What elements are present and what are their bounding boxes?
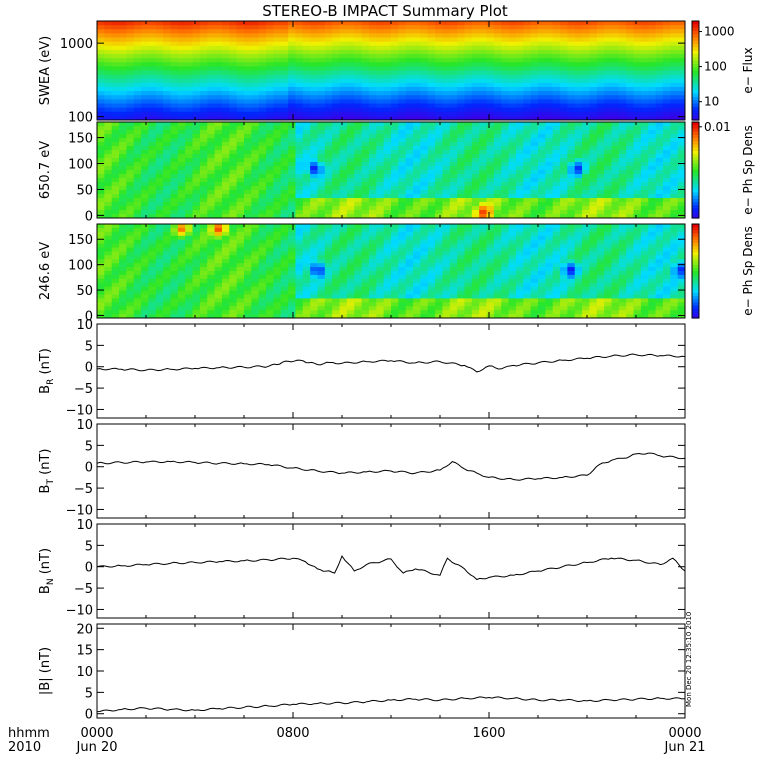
panel-bt: −10 −5 0 5 10 BT (nT) <box>38 418 686 519</box>
y-tick-label: −5 <box>74 582 93 597</box>
y-tick-label: 10 <box>76 665 93 680</box>
panel-frame <box>96 623 686 719</box>
colorbar-tick-label: 1000 <box>704 25 735 39</box>
y-axis-label: BT (nT) <box>38 449 56 494</box>
colorbar-label: e− Flux <box>741 47 755 93</box>
y-tick-label: 100 <box>68 259 93 274</box>
y-tick-label: 10 <box>76 418 93 433</box>
y-tick-label: 20 <box>76 622 93 637</box>
y-axis-label: 246.6 eV <box>38 242 53 300</box>
colorbar-frame <box>691 223 700 319</box>
y-tick-label: 10 <box>76 518 93 533</box>
spectrogram-swea <box>97 21 685 120</box>
y-tick-label: 10 <box>76 318 93 333</box>
x-row-label-year: 2010 <box>8 740 41 755</box>
panel-pad650: 0.01 e− Ph Sp Dens 0 50 100 150 650.7 eV <box>38 120 755 225</box>
y-tick-label: 5 <box>85 439 93 454</box>
x-tick-label: 0000 <box>80 726 113 741</box>
y-tick-label: 5 <box>85 339 93 354</box>
y-tick-label: −10 <box>66 403 93 418</box>
x-tick-label: 1600 <box>472 726 505 741</box>
series-line-br <box>97 353 685 373</box>
colorbar-frame <box>691 121 700 219</box>
y-tick-label: −10 <box>66 503 93 518</box>
y-tick-label: 0 <box>85 461 93 476</box>
y-tick-label: 0 <box>85 708 93 723</box>
y-axis-label: |B| (nT) <box>38 647 53 695</box>
series-line-bn <box>97 554 685 581</box>
y-tick-label: 100 <box>68 158 93 173</box>
colorbar-tick-label: 0.01 <box>704 120 731 134</box>
series-line-bmag <box>97 696 685 713</box>
timestamp-stamp: Mon Dec 20 12:35:10 2010 <box>685 612 693 707</box>
y-tick-label: 0 <box>85 209 93 224</box>
y-tick-label: −10 <box>66 603 93 618</box>
y-tick-label: 0 <box>85 561 93 576</box>
colorbar-frame <box>691 20 700 121</box>
y-axis-label: SWEA (eV) <box>38 36 53 105</box>
panel-bmag: 0 5 10 15 20 |B| (nT) <box>38 622 686 723</box>
y-tick-label: −5 <box>74 482 93 497</box>
panel-pad246: e− Ph Sp Dens 0 50 100 150 246.6 eV <box>38 223 755 324</box>
x-tick-label: 0800 <box>276 726 309 741</box>
colorbar-label: e− Ph Sp Dens <box>741 125 755 214</box>
spectrogram-pad650 <box>97 122 685 218</box>
colorbar-tick-label: 10 <box>704 95 719 109</box>
panel-frame <box>96 523 686 619</box>
y-tick-label: 5 <box>85 686 93 701</box>
panel-frame <box>96 323 686 419</box>
series-line-bt <box>97 452 685 481</box>
panel-bn: −10 −5 0 5 10 BN (nT) <box>38 518 686 619</box>
y-tick-label: 1000 <box>60 37 93 52</box>
y-axis-label: 650.7 eV <box>38 141 53 199</box>
spectrogram-pad246 <box>97 224 685 318</box>
y-tick-label: 100 <box>68 111 93 126</box>
colorbar-label: e− Ph Sp Dens <box>741 226 755 315</box>
chart-title: STEREO-B IMPACT Summary Plot <box>262 2 508 20</box>
y-axis-label: BR (nT) <box>38 348 56 394</box>
y-tick-label: 5 <box>85 539 93 554</box>
colorbar-swea: 10 100 1000 e− Flux <box>691 20 755 121</box>
y-tick-label: 0 <box>85 309 93 324</box>
y-tick-label: 50 <box>76 183 93 198</box>
y-tick-label: −5 <box>74 382 93 397</box>
panel-swea: 10 100 1000 e− Flux 100 1000 SWEA (eV) <box>38 20 755 126</box>
y-tick-label: 150 <box>68 132 93 147</box>
x-date-start: Jun 20 <box>76 740 118 755</box>
y-tick-label: 0 <box>85 361 93 376</box>
y-tick-label: 50 <box>76 284 93 299</box>
colorbar-pad650: 0.01 e− Ph Sp Dens <box>691 120 755 219</box>
y-tick-label: 150 <box>68 233 93 248</box>
x-row-label-time: hhmm <box>8 726 50 741</box>
x-date-end: Jun 21 <box>664 740 706 755</box>
y-tick-label: 15 <box>76 644 93 659</box>
y-axis-label: BN (nT) <box>38 548 56 594</box>
colorbar-tick-label: 100 <box>704 60 727 74</box>
x-tick-label: 0000 <box>668 726 701 741</box>
panel-br: −10 −5 0 5 10 BR (nT) <box>38 318 686 419</box>
colorbar-pad246: e− Ph Sp Dens <box>691 223 755 319</box>
